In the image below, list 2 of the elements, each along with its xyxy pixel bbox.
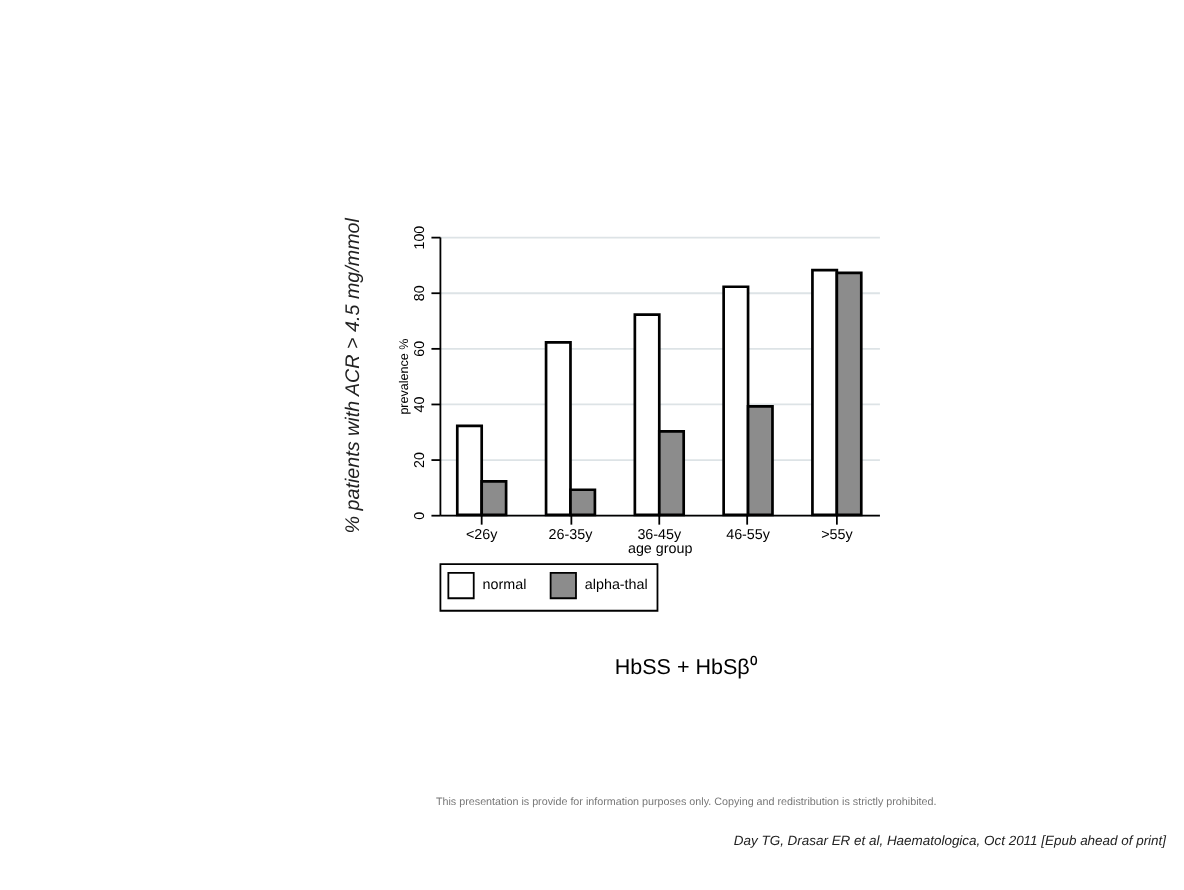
text: % patients with ACR > 4.5 mg/mmol <box>342 216 365 534</box>
text: HbSS + HbSβ⁰ <box>614 654 758 681</box>
